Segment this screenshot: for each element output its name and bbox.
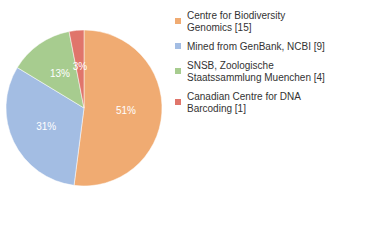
- svg-text:Canadian Centre for DNA: Canadian Centre for DNA: [187, 91, 303, 102]
- svg-text:Staatssammlung Muenchen [4]: Staatssammlung Muenchen [4]: [187, 72, 325, 83]
- svg-text:SNSB, Zoologische: SNSB, Zoologische: [187, 60, 277, 71]
- svg-text:3%: 3%: [73, 61, 88, 72]
- svg-text:Barcoding [1]: Barcoding [1]: [187, 103, 246, 114]
- svg-text:Mined from GenBank, NCBI [9]: Mined from GenBank, NCBI [9]: [187, 41, 325, 52]
- svg-text:13%: 13%: [50, 68, 70, 79]
- svg-text:31%: 31%: [36, 121, 56, 132]
- svg-text:Genomics [15]: Genomics [15]: [187, 22, 252, 33]
- svg-text:Centre for Biodiversity: Centre for Biodiversity: [187, 10, 288, 21]
- svg-text:51%: 51%: [116, 105, 136, 116]
